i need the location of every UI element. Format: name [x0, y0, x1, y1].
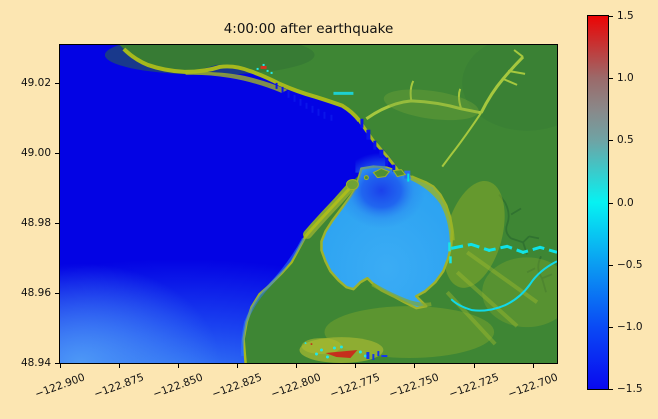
x-tick-label: −122.900 — [33, 371, 87, 401]
x-tick — [414, 364, 415, 368]
x-tick — [119, 364, 120, 368]
y-tick-label: 48.96 — [20, 287, 51, 299]
valley-wash — [383, 89, 479, 121]
y-tick-label: 49.02 — [20, 77, 51, 89]
harbor-channel-cyan — [333, 91, 354, 95]
tidal-channel-main — [450, 242, 557, 254]
y-tick — [55, 363, 59, 364]
colorbar-tick — [609, 389, 613, 390]
y-tick-label: 48.98 — [20, 217, 51, 229]
x-tick — [237, 364, 238, 368]
bay-shore-cyan-ticks — [448, 242, 525, 264]
y-tick-label: 48.94 — [20, 357, 51, 369]
map-plot — [59, 44, 558, 364]
y-tick — [55, 83, 59, 84]
lagoon-red-patch — [325, 350, 358, 359]
x-tick-label: −122.725 — [447, 371, 501, 401]
shallow-fringe — [240, 237, 305, 357]
plot-title: 4:00:00 after earthquake — [223, 21, 394, 37]
colorbar-tick — [609, 140, 613, 141]
land-dark-patch-ne — [462, 45, 557, 131]
x-tick — [474, 364, 475, 368]
tidal-channel-south — [450, 260, 557, 312]
colorbar-tick — [609, 16, 613, 17]
olive-wash-east — [443, 180, 505, 288]
shore-band-north — [122, 47, 361, 123]
y-tick — [55, 223, 59, 224]
colorbar-tick — [609, 78, 613, 79]
x-tick — [178, 364, 179, 368]
marina-islands — [363, 168, 407, 181]
colorbar — [587, 15, 609, 390]
x-tick-label: −122.775 — [328, 371, 382, 401]
x-tick — [355, 364, 356, 368]
colorbar-tick-label: 0.0 — [617, 197, 634, 209]
sea-corner-glow — [60, 263, 220, 363]
x-tick-label: −122.850 — [151, 371, 205, 401]
colorbar-tick-label: 1.5 — [617, 10, 634, 22]
x-tick — [60, 364, 61, 368]
x-tick-label: −122.750 — [387, 371, 441, 401]
north-shore-specks — [256, 63, 273, 74]
x-tick — [296, 364, 297, 368]
colorbar-tick-label: −1.0 — [617, 321, 643, 333]
y-tick-label: 49.00 — [20, 147, 51, 159]
colorbar-tick — [609, 203, 613, 204]
y-tick — [55, 153, 59, 154]
x-tick-label: −122.800 — [269, 371, 323, 401]
colorbar-tick — [609, 327, 613, 328]
sand-spit-edge — [304, 186, 352, 238]
colorbar-tick-label: −0.5 — [617, 259, 643, 271]
tsunami-map — [60, 45, 557, 363]
x-tick-label: −122.875 — [92, 371, 146, 401]
bay-ne-shore-band — [410, 175, 455, 241]
x-tick — [533, 364, 534, 368]
olive-streaks — [445, 250, 539, 346]
x-tick-label: −122.700 — [506, 371, 560, 401]
colorbar-tick-label: −1.5 — [617, 383, 643, 395]
marina-notches — [275, 82, 396, 172]
spit-knob — [345, 179, 359, 191]
colorbar-tick — [609, 265, 613, 266]
colorbar-tick-label: 1.0 — [617, 72, 634, 84]
shore-wedge — [184, 71, 288, 93]
x-tick-label: −122.825 — [210, 371, 264, 401]
colorbar-tick-label: 0.5 — [617, 134, 634, 146]
lagoon-cluster — [299, 337, 388, 363]
mouth-cyan-tick — [407, 173, 410, 182]
y-tick — [55, 293, 59, 294]
bay-s-shore-band — [371, 282, 432, 307]
river-valleys-light — [365, 49, 526, 168]
